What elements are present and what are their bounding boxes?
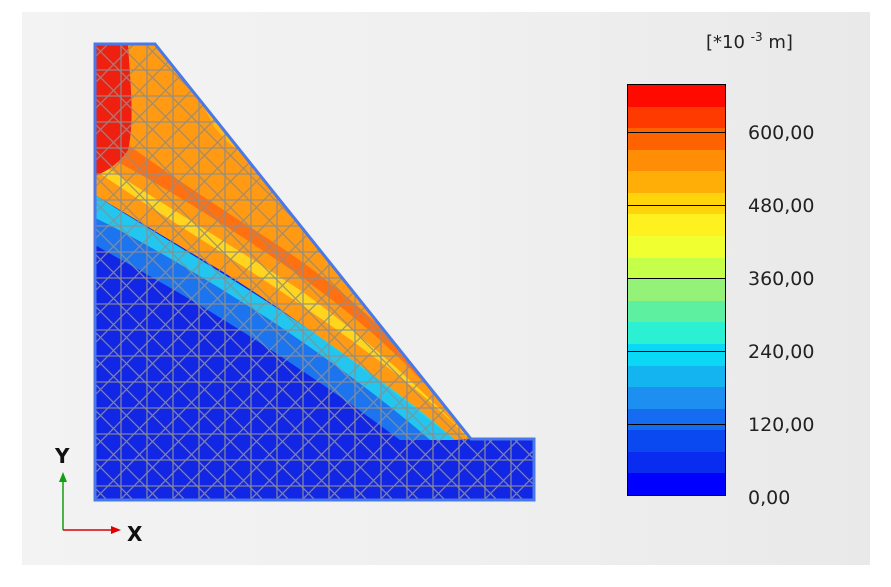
mesh-edge: [95, 44, 217, 500]
color-band: [628, 192, 725, 215]
color-scale-tick-label: 0,00: [748, 487, 791, 509]
mesh-edge: [95, 44, 243, 500]
color-band: [628, 149, 725, 172]
mesh-edge: [0, 40, 60, 505]
mesh-edge: [843, 40, 891, 505]
mesh-edge: [869, 40, 891, 505]
unit-suffix: m]: [768, 32, 793, 53]
color-band-separator: [628, 424, 725, 425]
mesh-edge: [322, 44, 534, 500]
mesh-edge: [348, 44, 534, 500]
color-scale-bar: [627, 84, 726, 496]
y-axis-label: Y: [55, 444, 70, 468]
axis-indicator: [59, 472, 121, 534]
mesh-edge: [0, 40, 86, 505]
mesh-edge: [95, 44, 217, 500]
color-band: [628, 365, 725, 388]
unit-exponent: -3: [750, 30, 763, 44]
color-scale-tick-label: 480,00: [748, 195, 815, 217]
color-band: [628, 128, 725, 150]
mesh-edge: [95, 44, 243, 500]
geometry-outline: [93, 42, 536, 502]
color-band: [628, 106, 725, 129]
x-axis-label: X: [127, 522, 143, 546]
color-band-separator: [628, 132, 725, 133]
mesh-edge: [0, 40, 86, 505]
color-band: [628, 473, 725, 495]
mesh-edge: [95, 44, 295, 500]
color-band: [628, 85, 725, 107]
color-band-separator: [628, 278, 725, 279]
color-band: [628, 408, 725, 431]
mesh-edge: [817, 40, 891, 505]
mesh-edge: [95, 44, 321, 500]
mesh-edge: [0, 40, 60, 505]
color-band: [628, 387, 725, 409]
color-band: [628, 171, 725, 193]
mesh-edge: [869, 40, 891, 505]
mesh-edge: [374, 44, 534, 500]
color-band: [628, 322, 725, 344]
color-band: [628, 236, 725, 258]
color-scale-tick-label: 120,00: [748, 414, 815, 436]
color-scale-tick-label: 360,00: [748, 268, 815, 290]
color-band: [628, 430, 725, 452]
color-band: [628, 300, 725, 323]
color-band: [628, 257, 725, 280]
color-scale-tick-label: 240,00: [748, 341, 815, 363]
mesh-edge: [95, 44, 269, 500]
color-band-separator: [628, 205, 725, 206]
mesh-edge: [95, 44, 191, 500]
unit-prefix: [*10: [706, 32, 745, 53]
mesh-edge: [817, 40, 891, 505]
color-band: [628, 279, 725, 301]
color-band: [628, 343, 725, 366]
mesh-edge: [95, 44, 191, 500]
mesh-edge: [95, 44, 269, 500]
color-scale-tick-label: 600,00: [748, 122, 815, 144]
mesh-edge: [843, 40, 891, 505]
color-band: [628, 214, 725, 237]
legend-unit-label: [*10 -3 m]: [706, 30, 793, 53]
color-band: [628, 451, 725, 474]
color-band-separator: [628, 351, 725, 352]
